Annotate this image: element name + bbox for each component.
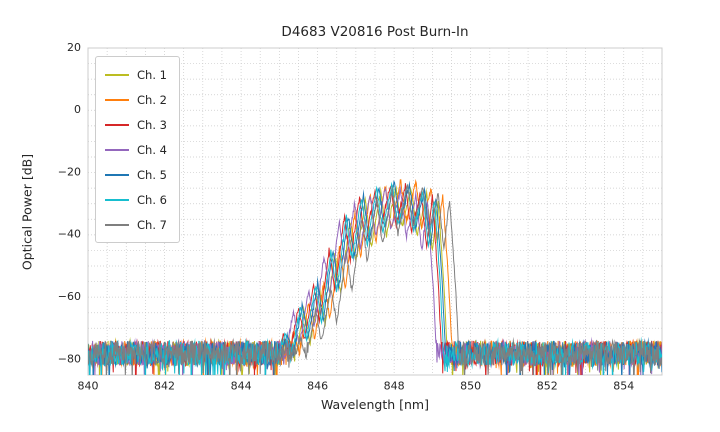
legend-label: Ch. 4 [137,142,167,157]
y-axis-label: Optical Power [dB] [19,153,35,271]
legend-item: Ch. 4 [105,137,167,162]
legend-item: Ch. 3 [105,112,167,137]
legend-swatch [105,148,129,151]
legend-swatch [105,198,129,201]
legend: Ch. 1 Ch. 2 Ch. 3 Ch. 4 Ch. 5 Ch. 6 Ch. 7 [95,56,180,243]
legend-item: Ch. 6 [105,187,167,212]
legend-item: Ch. 2 [105,87,167,112]
legend-label: Ch. 3 [137,117,167,132]
legend-swatch [105,73,129,76]
legend-swatch [105,173,129,176]
legend-item: Ch. 7 [105,212,167,237]
legend-label: Ch. 6 [137,192,167,207]
legend-swatch [105,98,129,101]
legend-label: Ch. 7 [137,217,167,232]
x-axis-label: Wavelength [nm] [321,397,429,412]
legend-swatch [105,223,129,226]
legend-label: Ch. 5 [137,167,167,182]
legend-label: Ch. 2 [137,92,167,107]
legend-swatch [105,123,129,126]
chart-title: D4683 V20816 Post Burn-In [281,24,469,40]
legend-item: Ch. 1 [105,62,167,87]
legend-item: Ch. 5 [105,162,167,187]
legend-label: Ch. 1 [137,67,167,82]
